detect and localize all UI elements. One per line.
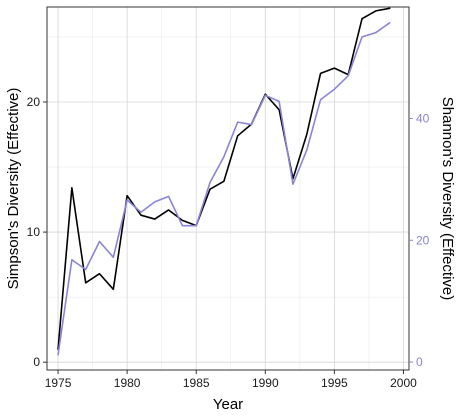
- y2-tick-label: 20: [416, 233, 430, 247]
- panel-border: [46, 6, 410, 371]
- grid-lines: [47, 7, 409, 370]
- simpson-series-line: [57, 7, 391, 350]
- shannon-series-line: [57, 22, 391, 356]
- x-tick-label: 1995: [321, 376, 348, 390]
- x-tick-label: 1990: [252, 376, 279, 390]
- y-tick-label: 10: [27, 225, 41, 239]
- y2-tick-label: 0: [416, 355, 423, 369]
- y2-axis-title: Shannon's Diversity (Effective): [439, 97, 456, 301]
- y-axis-title: Simpson's Diversity (Effective): [5, 88, 22, 290]
- x-axis-title: Year: [213, 396, 243, 413]
- x-tick-label: 1975: [45, 376, 72, 390]
- y-tick-label: 20: [27, 95, 41, 109]
- x-tick-label: 1980: [114, 376, 141, 390]
- y2-tick-label: 40: [416, 111, 430, 125]
- series-lines: [57, 7, 391, 356]
- x-tick-label: 1985: [183, 376, 210, 390]
- axis-ticks: 1975 1980 1985 1990 1995 2000 0 10 20 0 20 40: [27, 95, 430, 390]
- y-tick-label: 0: [33, 355, 40, 369]
- x-tick-label: 2000: [390, 376, 417, 390]
